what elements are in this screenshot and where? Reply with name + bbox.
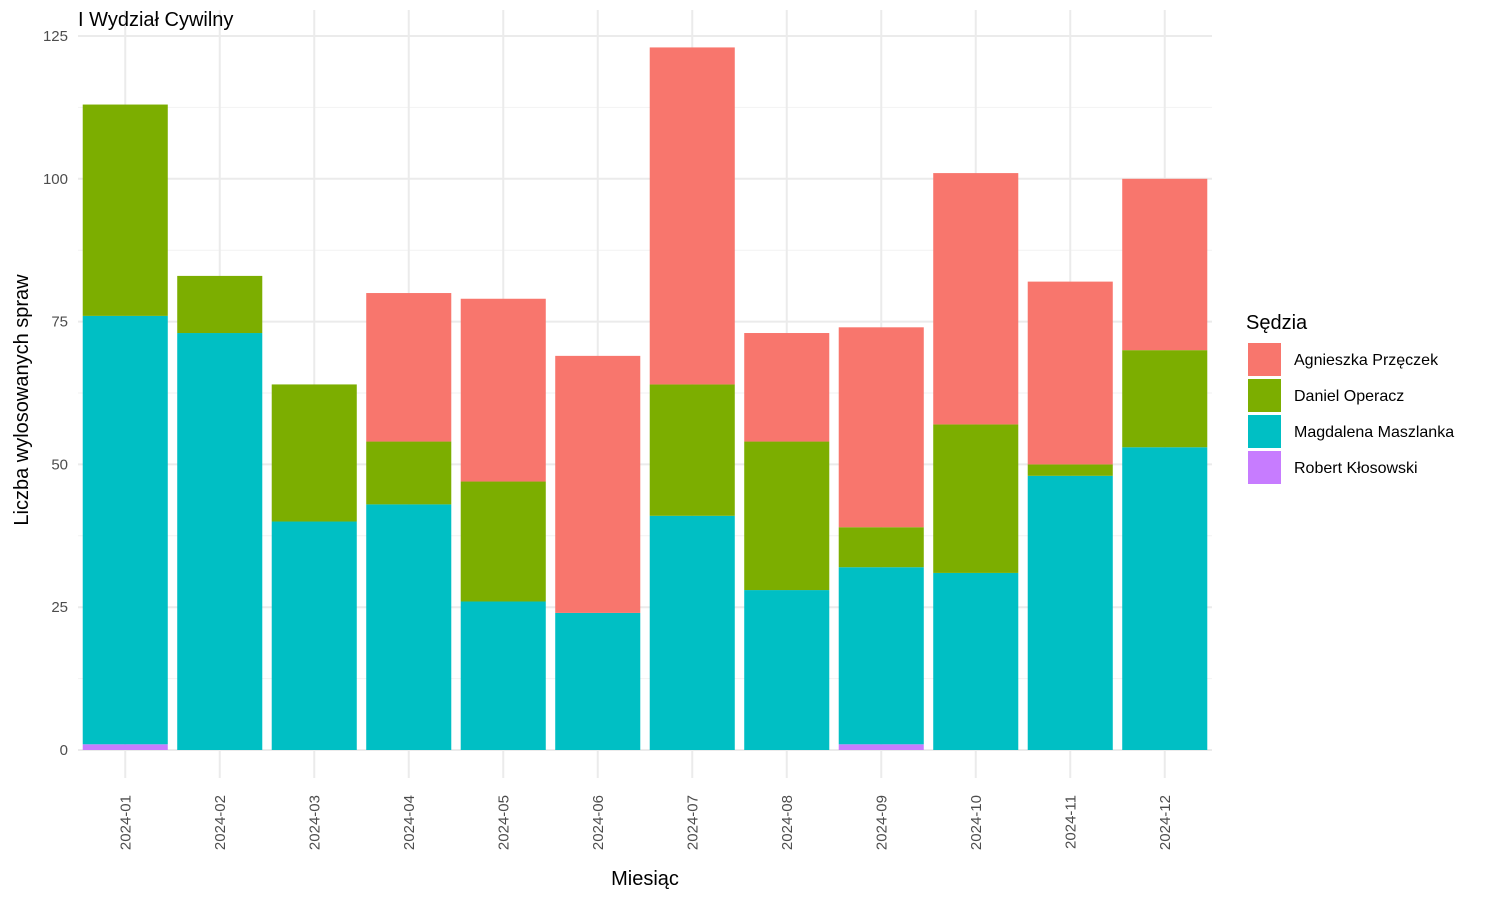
bar-segment-daniel-operacz-2024-12 [1122,350,1208,448]
bar-segment-magdalena-maszlanka-2024-04 [366,504,452,750]
bar-segment-daniel-operacz-2024-05 [460,481,546,602]
bar-segment-daniel-operacz-2024-11 [1027,464,1113,476]
x-tick-label: 2024-08 [779,795,796,850]
bar-segment-agnieszka-przęczek-2024-04 [366,293,452,442]
x-tick-label: 2024-09 [873,795,890,850]
x-tick-label: 2024-07 [684,795,701,850]
y-tick-label: 75 [51,314,68,331]
bar-segment-magdalena-maszlanka-2024-09 [838,567,924,745]
y-tick-label: 125 [43,28,68,45]
bar-segment-magdalena-maszlanka-2024-05 [460,601,546,750]
x-tick-label: 2024-05 [495,795,512,850]
legend-label: Magdalena Maszlanka [1294,424,1454,441]
bar-segment-robert-kłosowski-2024-09 [838,744,924,750]
bar-segment-agnieszka-przęczek-2024-05 [460,298,546,482]
axis-layer: 0 25 50 75 100 125 2024-01 2024-02 2024-03 2024-0… [43,28,1174,850]
bar-segment-daniel-operacz-2024-09 [838,527,924,568]
y-tick-label: 0 [60,742,68,759]
legend-items: Agnieszka Przęczek Daniel Operacz Magdalen… [1248,343,1454,484]
bar-segment-daniel-operacz-2024-02 [177,275,263,334]
bar-segment-magdalena-maszlanka-2024-01 [82,315,168,745]
y-tick-label: 25 [51,599,68,616]
x-axis-title: Miesiąc [611,868,679,890]
x-tick-label: 2024-11 [1062,795,1079,849]
legend-label: Robert Kłosowski [1294,460,1418,477]
bar-segment-daniel-operacz-2024-04 [366,441,452,505]
y-axis-title: Liczba wylosowanych spraw [11,274,33,526]
bar-segment-magdalena-maszlanka-2024-02 [177,333,263,750]
legend-label: Agnieszka Przęczek [1294,352,1439,369]
bar-segment-agnieszka-przęczek-2024-09 [838,327,924,528]
bar-segment-magdalena-maszlanka-2024-03 [271,521,357,750]
legend-title: Sędzia [1246,312,1308,334]
bar-segment-agnieszka-przęczek-2024-06 [555,355,641,613]
bar-segment-magdalena-maszlanka-2024-07 [649,515,735,750]
legend-swatch [1248,343,1281,376]
x-tick-label: 2024-04 [401,795,418,850]
bar-segment-agnieszka-przęczek-2024-07 [649,47,735,385]
bar-segment-daniel-operacz-2024-03 [271,384,357,522]
chart-title: I Wydział Cywilny [78,9,233,31]
bar-segment-daniel-operacz-2024-01 [82,104,168,316]
bar-segment-agnieszka-przęczek-2024-10 [933,173,1019,425]
bar-segment-robert-kłosowski-2024-01 [82,744,168,750]
bar-segment-agnieszka-przęczek-2024-12 [1122,178,1208,351]
y-tick-label: 50 [51,456,68,473]
bar-segment-agnieszka-przęczek-2024-11 [1027,281,1113,465]
x-tick-label: 2024-02 [212,795,229,850]
x-tick-label: 2024-06 [590,795,607,850]
legend-swatch [1248,415,1281,448]
bar-segment-magdalena-maszlanka-2024-06 [555,612,641,750]
bar-segment-agnieszka-przęczek-2024-08 [744,333,830,442]
y-tick-label: 100 [43,171,68,188]
x-tick-label: 2024-12 [1157,795,1174,850]
bar-layer [82,47,1208,750]
legend-swatch [1248,451,1281,484]
x-tick-label: 2024-03 [306,795,323,850]
bar-segment-magdalena-maszlanka-2024-11 [1027,475,1113,750]
x-tick-label: 2024-10 [968,795,985,850]
bar-segment-magdalena-maszlanka-2024-08 [744,590,830,750]
legend-swatch [1248,379,1281,412]
legend: Sędzia Agnieszka Przęczek Daniel Operacz M… [1246,312,1454,484]
legend-label: Daniel Operacz [1294,388,1404,405]
bar-segment-daniel-operacz-2024-10 [933,424,1019,573]
x-tick-label: 2024-01 [117,795,134,850]
bar-segment-magdalena-maszlanka-2024-12 [1122,447,1208,750]
bar-segment-magdalena-maszlanka-2024-10 [933,572,1019,750]
bar-segment-daniel-operacz-2024-07 [649,384,735,516]
bar-segment-daniel-operacz-2024-08 [744,441,830,591]
